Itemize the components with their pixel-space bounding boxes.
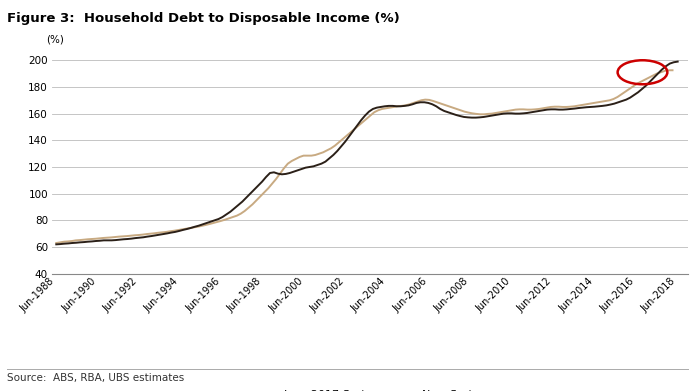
New Series [115,237,124,242]
Legend: June 2017 Series, New Series: June 2017 Series, New Series [252,385,489,391]
June 2017 Series [476,112,484,117]
New Series [480,115,488,119]
June 2017 Series [52,241,60,246]
June 2017 Series [621,89,630,94]
Line: New Series: New Series [56,62,678,244]
June 2017 Series [669,68,677,73]
New Series [278,172,286,177]
New Series [626,95,635,100]
Text: Source:  ABS, RBA, UBS estimates: Source: ABS, RBA, UBS estimates [7,373,184,384]
New Series [52,242,60,247]
Text: (%): (%) [46,35,64,45]
New Series [159,232,167,237]
New Series [389,104,397,108]
Text: Figure 3:  Household Debt to Disposable Income (%): Figure 3: Household Debt to Disposable I… [7,12,400,25]
June 2017 Series [386,105,394,110]
June 2017 Series [158,230,166,235]
New Series [673,59,682,64]
June 2017 Series [115,234,123,239]
June 2017 Series [276,171,284,176]
June 2017 Series [664,68,673,73]
Line: June 2017 Series: June 2017 Series [56,70,673,243]
